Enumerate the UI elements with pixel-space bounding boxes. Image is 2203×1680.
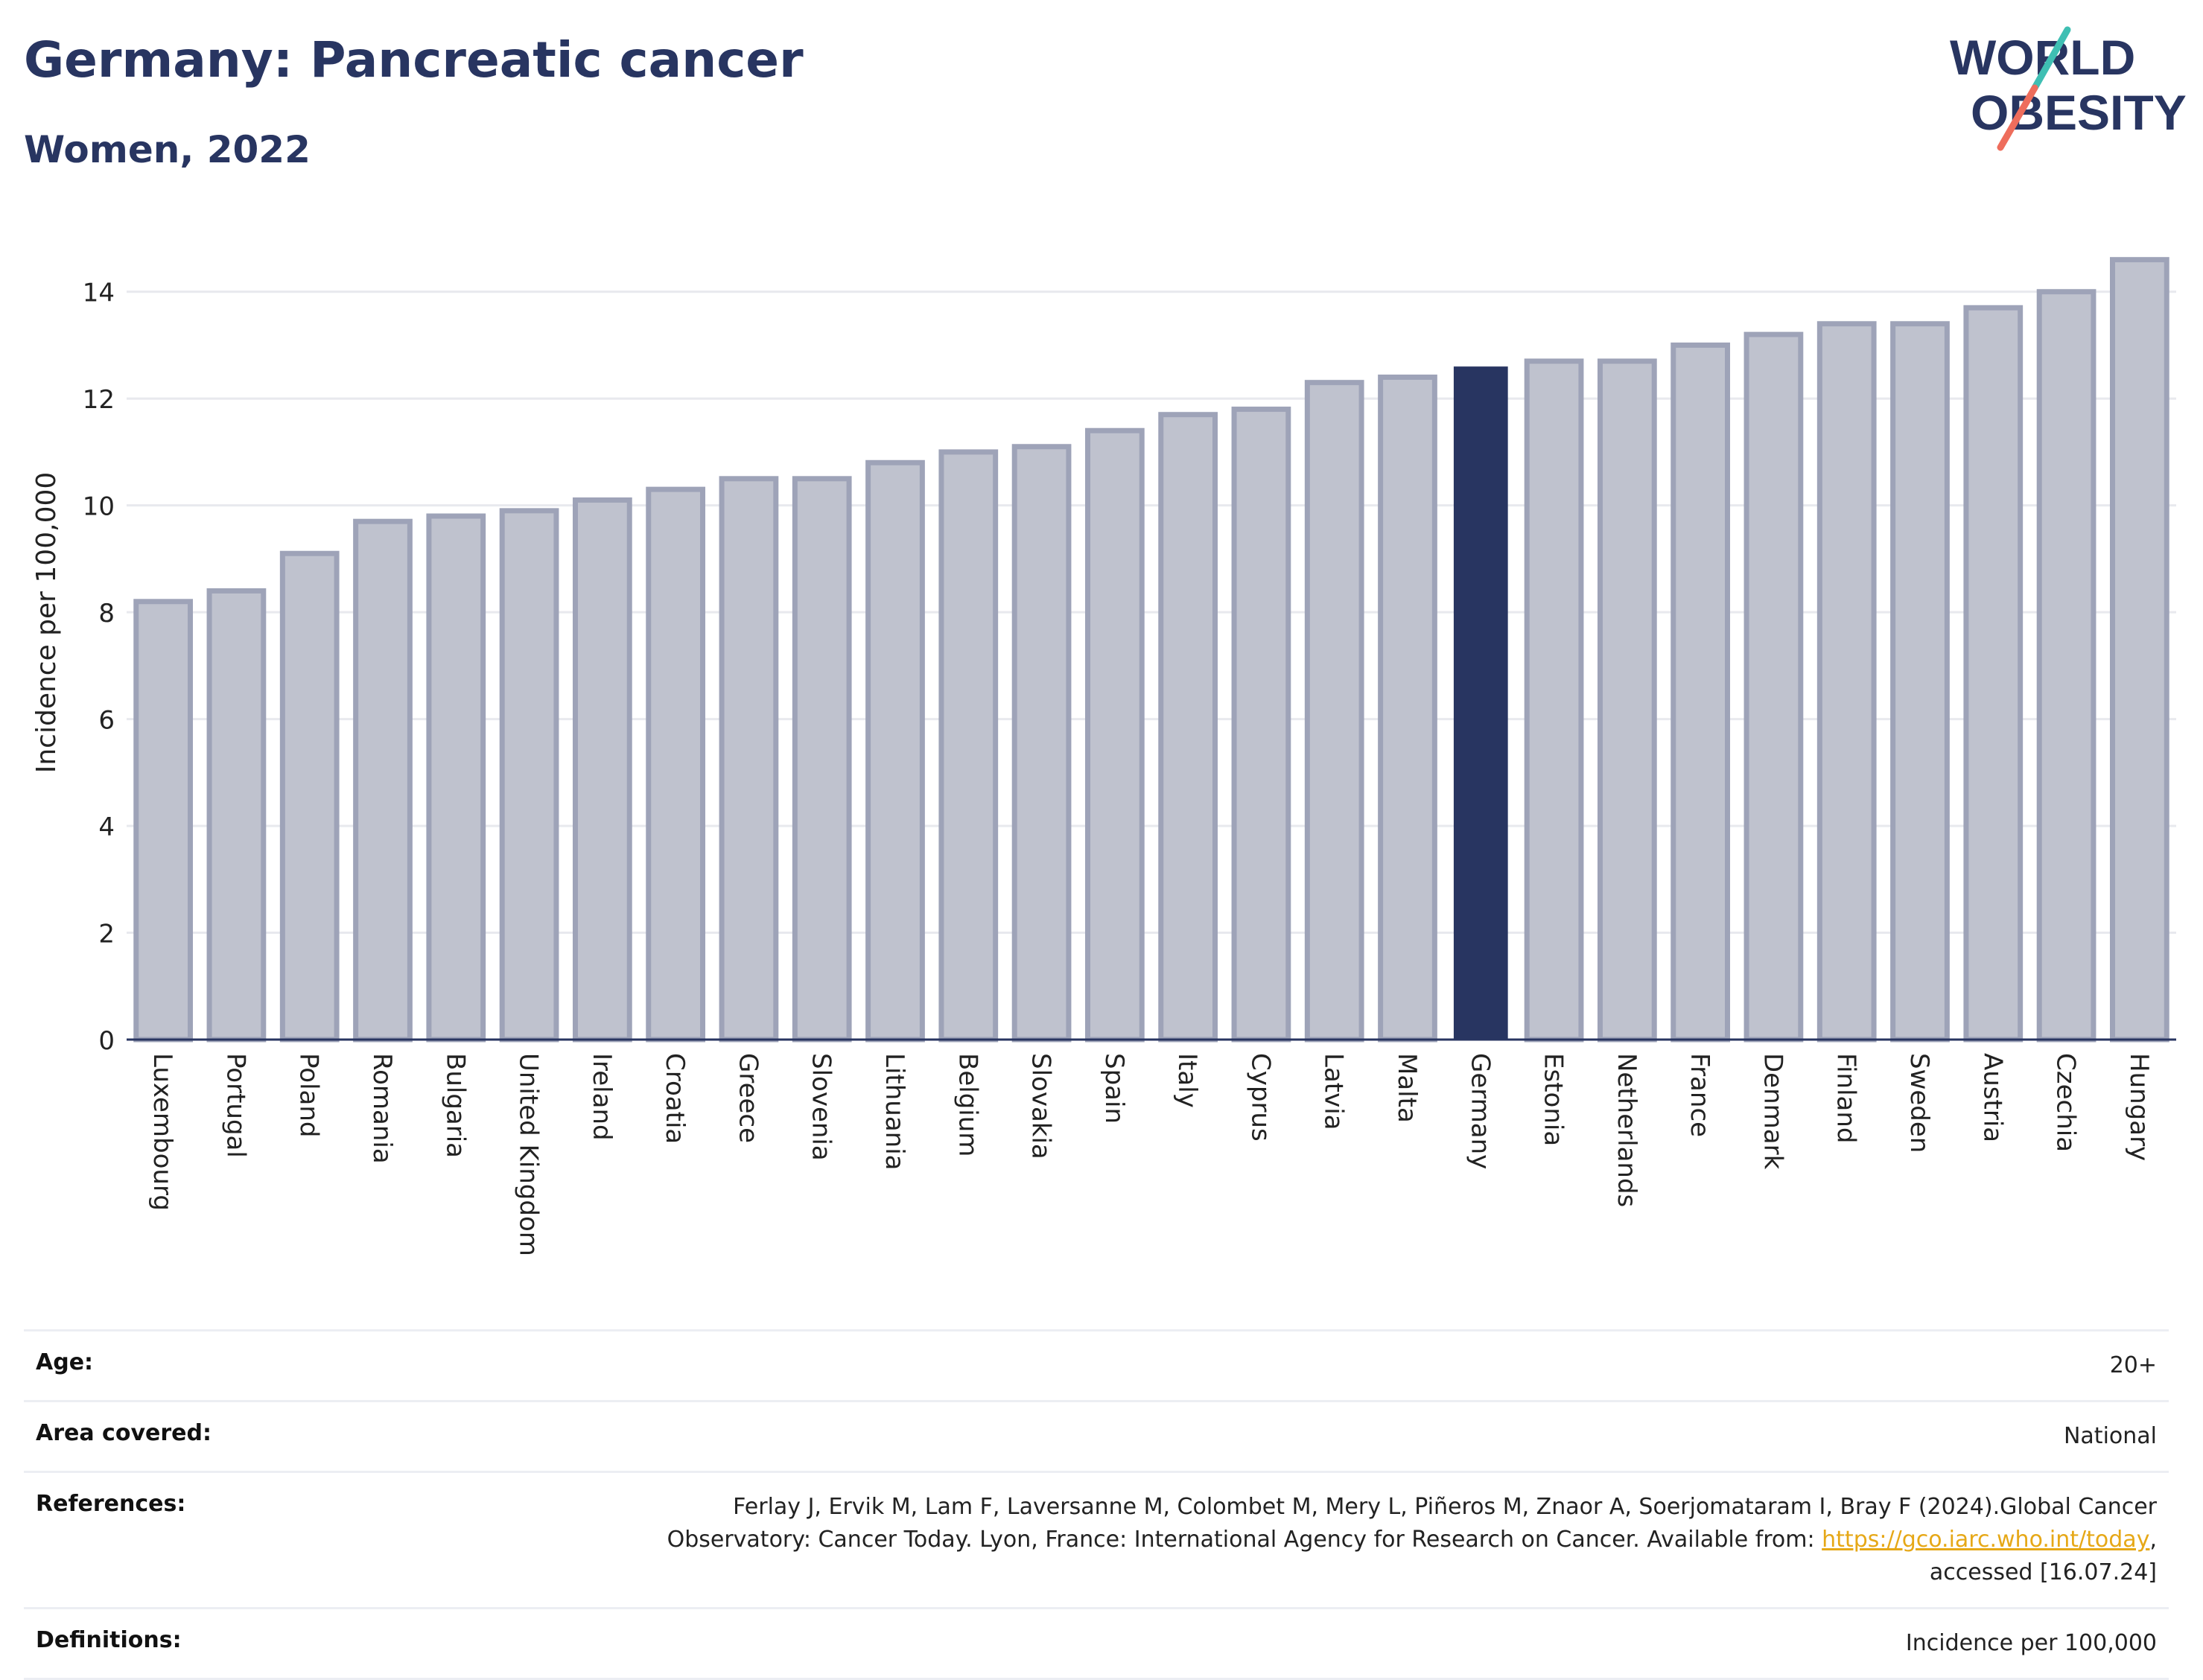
bar-poland bbox=[279, 550, 340, 1043]
bar-italy bbox=[1158, 412, 1218, 1043]
x-tick-label: Netherlands bbox=[1612, 1053, 1641, 1207]
bars bbox=[133, 257, 2169, 1043]
chart-subtitle: Women, 2022 bbox=[24, 128, 311, 171]
references-link[interactable]: https://gco.iarc.who.int/today bbox=[1822, 1527, 2150, 1553]
info-table: Age: 20+ Area covered: National Referenc… bbox=[24, 1329, 2169, 1680]
definitions-value: Incidence per 100,000 bbox=[420, 1607, 2169, 1680]
bar-greece bbox=[719, 476, 779, 1043]
x-tick-label: Croatia bbox=[660, 1053, 690, 1144]
bar-netherlands bbox=[1597, 358, 1657, 1043]
world-obesity-logo: WORLD OBESITY bbox=[1950, 26, 2187, 151]
x-tick-label: Luxembourg bbox=[147, 1053, 177, 1211]
bar-bulgaria bbox=[426, 513, 486, 1043]
bar-germany bbox=[1453, 366, 1508, 1040]
bar-hungary bbox=[2109, 257, 2169, 1043]
bar-luxembourg bbox=[133, 599, 194, 1043]
x-tick-label: Bulgaria bbox=[440, 1053, 470, 1158]
bar-romania bbox=[353, 518, 413, 1043]
bar-spain bbox=[1084, 427, 1145, 1043]
references-line-2: Observatory: Cancer Today. Lyon, France:… bbox=[432, 1524, 2157, 1556]
x-tick-label: Greece bbox=[733, 1053, 763, 1143]
y-tick-label: 14 bbox=[83, 279, 115, 308]
x-tick-label: Latvia bbox=[1319, 1053, 1349, 1130]
references-value: Ferlay J, Ervik M, Lam F, Laversanne M, … bbox=[420, 1471, 2169, 1609]
age-label: Age: bbox=[24, 1329, 420, 1401]
x-tick-label: Denmark bbox=[1758, 1053, 1787, 1170]
area-value: National bbox=[420, 1400, 2169, 1472]
bar-ireland bbox=[572, 497, 632, 1043]
x-tick-label: Estonia bbox=[1539, 1053, 1568, 1146]
x-tick-label: Czechia bbox=[2051, 1053, 2081, 1152]
y-tick-label: 2 bbox=[98, 920, 115, 949]
bar-france bbox=[1670, 342, 1731, 1043]
x-tick-label: United Kingdom bbox=[514, 1053, 544, 1256]
bar-denmark bbox=[1743, 331, 1804, 1043]
y-tick-label: 0 bbox=[98, 1026, 115, 1056]
bar-latvia bbox=[1304, 380, 1364, 1043]
info-row-age: Age: 20+ bbox=[24, 1329, 2169, 1401]
y-axis-label: Incidence per 100,000 bbox=[31, 472, 62, 774]
bar-czechia bbox=[2036, 289, 2096, 1043]
x-tick-label: Lithuania bbox=[880, 1053, 909, 1170]
x-tick-label: Germany bbox=[1465, 1053, 1495, 1169]
bar-austria bbox=[1963, 305, 2024, 1043]
x-tick-label: Slovenia bbox=[807, 1053, 836, 1161]
bar-slovakia bbox=[1011, 444, 1072, 1043]
area-label: Area covered: bbox=[24, 1400, 420, 1472]
references-line-1: Ferlay J, Ervik M, Lam F, Laversanne M, … bbox=[733, 1494, 2157, 1520]
bar-united-kingdom bbox=[499, 508, 559, 1043]
chart-title: Germany: Pancreatic cancer bbox=[24, 31, 804, 89]
x-tick-label: Belgium bbox=[953, 1053, 982, 1156]
x-tick-label: Sweden bbox=[1904, 1053, 1934, 1153]
x-tick-label: Italy bbox=[1172, 1053, 1202, 1108]
bar-portugal bbox=[206, 588, 267, 1043]
bar-croatia bbox=[646, 486, 706, 1043]
y-tick-label: 12 bbox=[83, 385, 115, 415]
bar-cyprus bbox=[1231, 407, 1291, 1043]
info-row-references: References: Ferlay J, Ervik M, Lam F, La… bbox=[24, 1471, 2169, 1609]
x-tick-label: Poland bbox=[294, 1053, 324, 1138]
x-tick-label: Malta bbox=[1392, 1053, 1422, 1123]
references-line-3: accessed [16.07.24] bbox=[1929, 1559, 2157, 1585]
y-tick-label: 4 bbox=[98, 812, 115, 842]
x-tick-label: Finland bbox=[1831, 1053, 1861, 1144]
info-row-definitions: Definitions: Incidence per 100,000 bbox=[24, 1607, 2169, 1680]
bar-lithuania bbox=[865, 459, 925, 1043]
x-tick-label: Spain bbox=[1099, 1053, 1129, 1124]
x-tick-label: Romania bbox=[367, 1053, 397, 1164]
info-row-area: Area covered: National bbox=[24, 1400, 2169, 1472]
axes: 0 2 4 6 8 10 12 14 Luxembourg Portugal Poland Roman… bbox=[83, 279, 2176, 1256]
age-value: 20+ bbox=[420, 1329, 2169, 1401]
bar-slovenia bbox=[792, 476, 852, 1043]
logo-slash-teal bbox=[2031, 26, 2071, 92]
references-comma: , bbox=[2149, 1527, 2157, 1553]
x-tick-label: France bbox=[1685, 1053, 1714, 1137]
x-tick-label: Cyprus bbox=[1245, 1053, 1275, 1142]
x-tick-label: Slovakia bbox=[1026, 1053, 1056, 1159]
bar-sweden bbox=[1890, 321, 1950, 1043]
logo-slash-coral bbox=[1997, 84, 2038, 151]
y-tick-label: 6 bbox=[98, 706, 115, 736]
x-tick-label: Portugal bbox=[220, 1053, 250, 1158]
bar-finland bbox=[1816, 321, 1877, 1043]
y-tick-label: 8 bbox=[98, 599, 115, 629]
bar-chart: 0 2 4 6 8 10 12 14 Luxembourg Portugal Poland Roman… bbox=[31, 257, 2176, 1256]
x-tick-label: Ireland bbox=[587, 1053, 617, 1141]
references-text: Observatory: Cancer Today. Lyon, France:… bbox=[667, 1527, 1822, 1553]
y-tick-label: 10 bbox=[83, 492, 115, 522]
bar-estonia bbox=[1524, 358, 1584, 1043]
references-label: References: bbox=[24, 1471, 420, 1609]
x-tick-label: Austria bbox=[1977, 1053, 2007, 1142]
bar-malta bbox=[1378, 375, 1437, 1043]
x-tick-label: Hungary bbox=[2124, 1053, 2154, 1161]
definitions-label: Definitions: bbox=[24, 1607, 420, 1680]
bar-belgium bbox=[938, 449, 999, 1043]
